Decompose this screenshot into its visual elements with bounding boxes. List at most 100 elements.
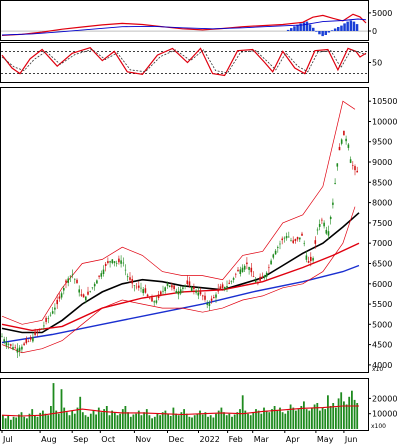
candle-body — [296, 237, 299, 240]
candle-body — [14, 347, 16, 348]
volume-bar — [313, 404, 316, 429]
candle-body — [21, 346, 23, 350]
volume-bar — [50, 406, 52, 429]
candle-body — [153, 301, 155, 303]
candle-body — [107, 261, 109, 263]
volume-bar — [71, 410, 74, 429]
volume-bar — [97, 407, 100, 429]
x-tick-label: Jun — [344, 435, 358, 444]
candle-body — [12, 347, 14, 350]
candle-body — [85, 296, 87, 301]
volume-bar — [292, 407, 295, 429]
candle-body — [104, 263, 107, 266]
volume-bar — [10, 419, 12, 429]
macd-histogram-bar — [293, 26, 296, 31]
volume-bar — [193, 415, 196, 429]
candle-body — [45, 317, 47, 322]
price-ma-short — [1, 212, 360, 334]
candle-body — [332, 202, 334, 205]
candle-body — [305, 255, 308, 260]
candle-body — [283, 237, 286, 239]
candle-body — [58, 296, 61, 299]
candle-body — [109, 261, 111, 263]
volume-bar — [55, 410, 58, 429]
candle-body — [221, 284, 224, 288]
candle-body — [71, 274, 74, 275]
macd-histogram-bar — [349, 20, 353, 31]
candle-body — [157, 294, 160, 298]
volume-bar — [81, 412, 84, 429]
macd-histogram-bar — [315, 31, 318, 32]
candle-body — [102, 269, 105, 274]
candle-body — [171, 285, 173, 288]
volume-bar — [220, 407, 223, 429]
candle-body — [224, 286, 226, 290]
candle-body — [91, 287, 94, 289]
price-y-tick: 7000 — [372, 239, 392, 248]
candle-body — [140, 287, 142, 289]
volume-bar — [201, 414, 204, 429]
volume-bar — [143, 412, 145, 429]
candle-body — [243, 265, 246, 270]
candle-body — [202, 295, 204, 297]
macd-histogram-bar — [299, 23, 302, 31]
volume-bar — [185, 413, 188, 429]
volume-bar — [345, 404, 348, 429]
macd-histogram-bar — [312, 27, 315, 32]
candle-body — [63, 288, 65, 291]
candle-body — [118, 258, 120, 263]
candle-body — [314, 240, 317, 244]
candle-body — [336, 163, 339, 167]
volume-bar — [36, 416, 39, 430]
x-tick-label: Mar — [254, 435, 270, 444]
volume-bar — [169, 416, 172, 429]
volume-bar — [281, 412, 284, 429]
candle-body — [343, 130, 345, 136]
candle-body — [76, 279, 78, 284]
volume-bar — [335, 407, 337, 429]
price-y-tick: 8500 — [372, 178, 392, 187]
price-y-tick: 9500 — [372, 138, 392, 147]
candle-body — [160, 291, 162, 295]
candle-body — [124, 269, 127, 271]
candle-body — [67, 278, 69, 283]
candle-body — [98, 275, 100, 277]
volume-bar — [183, 409, 185, 429]
volume-bar — [31, 409, 34, 429]
volume-bar — [153, 416, 156, 430]
volume-bar — [175, 413, 177, 429]
volume-bar — [100, 412, 103, 429]
volume-bar — [137, 410, 140, 429]
candle-body — [29, 337, 32, 340]
candle-body — [213, 297, 215, 299]
volume-bar — [121, 409, 124, 429]
volume-bar — [119, 413, 121, 429]
volume-bar — [177, 415, 180, 429]
volume-bar — [212, 417, 215, 429]
volume-bar — [287, 410, 289, 429]
candle-body — [144, 288, 147, 293]
volume-bar — [273, 406, 276, 429]
volume-bar — [140, 415, 143, 429]
volume-bar — [348, 396, 351, 429]
candle-body — [40, 328, 43, 330]
candle-body — [7, 343, 10, 345]
candle-body — [135, 286, 138, 288]
price-y-tick: 5000 — [372, 320, 392, 329]
candle-body — [113, 261, 116, 263]
x-tick-label: Feb — [229, 435, 243, 444]
volume-bar — [241, 395, 244, 429]
volume-bar — [329, 406, 332, 429]
volume-layer — [1, 383, 359, 430]
volume-bar — [327, 395, 329, 429]
volume-bar — [321, 407, 324, 429]
signal-line — [1, 18, 367, 36]
volume-bar — [127, 412, 129, 429]
volume-bar — [265, 410, 268, 429]
volume-bar — [233, 414, 236, 429]
candle-body — [288, 236, 290, 238]
candle-body — [193, 287, 195, 289]
price-axis-label: x10 — [372, 366, 383, 373]
candle-body — [78, 289, 80, 293]
volume-bar — [26, 418, 28, 429]
